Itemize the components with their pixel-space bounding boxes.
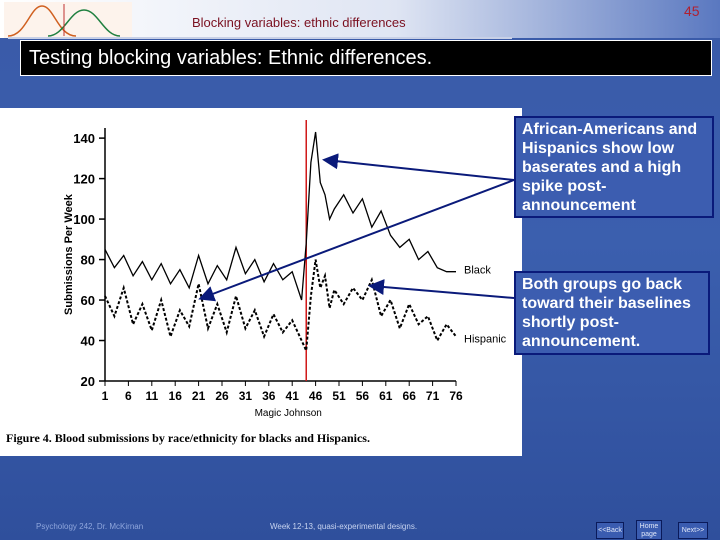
y-tick-label: 20 xyxy=(81,374,95,389)
y-tick-label: 140 xyxy=(73,131,95,146)
next-button[interactable]: Next>> xyxy=(678,522,708,539)
x-tick-label: 61 xyxy=(379,389,393,403)
slide-number: 45 xyxy=(684,3,700,19)
x-tick-label: 36 xyxy=(262,389,276,403)
x-tick-label: 46 xyxy=(309,389,323,403)
y-tick-label: 40 xyxy=(81,334,95,349)
x-tick-label: 41 xyxy=(286,389,300,403)
callout-baselines: Both groups go back toward their baselin… xyxy=(514,271,710,355)
x-tick-label: 26 xyxy=(215,389,229,403)
chart-figure: 20 40 60 80 100 120 140 1 6 11 16 21 26 31 36 41 46 51 56… xyxy=(0,108,522,456)
slide-heading: Testing blocking variables: Ethnic diffe… xyxy=(29,47,433,69)
divider xyxy=(8,37,512,39)
footer-week: Week 12-13, quasi-experimental designs. xyxy=(270,522,418,531)
slide-title: Blocking variables: ethnic differences xyxy=(192,15,406,30)
x-tick-label: 1 xyxy=(102,389,109,403)
series-label: Hispanic xyxy=(464,333,507,345)
figure-caption: Figure 4. Blood submissions by race/ethn… xyxy=(6,431,370,445)
home-page-button[interactable]: Home page xyxy=(636,520,662,540)
back-button[interactable]: <<Back xyxy=(596,522,624,539)
x-tick-label: 51 xyxy=(332,389,346,403)
y-tick-label: 80 xyxy=(81,253,95,268)
y-tick-label: 60 xyxy=(81,293,95,308)
x-tick-label: 21 xyxy=(192,389,206,403)
callout-baserates: African-Americans and Hispanics show low… xyxy=(514,116,714,218)
x-tick-label: 11 xyxy=(145,389,158,403)
series-line-hispanic xyxy=(104,259,457,355)
series-line-black xyxy=(104,131,456,301)
x-tick-label: 16 xyxy=(169,389,183,403)
x-axis-label: Magic Johnson xyxy=(255,408,322,419)
header-bar: Blocking variables: ethnic differences 4… xyxy=(0,0,720,38)
x-tick-label: 6 xyxy=(125,389,132,403)
y-tick-label: 120 xyxy=(73,172,95,187)
y-tick-label: 100 xyxy=(73,212,95,227)
footer-course: Psychology 242, Dr. McKirnan xyxy=(36,522,144,531)
series-label: Black xyxy=(464,265,491,277)
x-tick-label: 31 xyxy=(239,389,253,403)
normal-distribution-curves-logo xyxy=(4,2,132,38)
y-axis-label: Submissions Per Week xyxy=(63,193,75,315)
x-tick-label: 76 xyxy=(449,389,463,403)
x-tick-label: 71 xyxy=(426,389,440,403)
x-tick-label: 66 xyxy=(403,389,417,403)
heading-bar: Testing blocking variables: Ethnic diffe… xyxy=(20,40,712,76)
x-tick-label: 56 xyxy=(356,389,370,403)
